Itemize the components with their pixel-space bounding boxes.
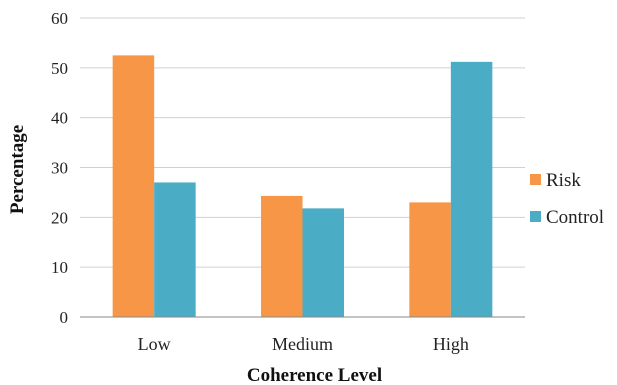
x-tick-label: High [433, 334, 469, 354]
bar-risk-high [409, 202, 451, 317]
y-axis-title: Percentage [7, 125, 28, 214]
y-tick-label: 50 [51, 59, 68, 78]
bar-control-medium [302, 208, 344, 317]
y-tick-label: 0 [60, 308, 69, 327]
y-tick-label: 20 [51, 208, 68, 227]
x-tick-label: Low [138, 334, 171, 354]
legend-label-risk: Risk [546, 170, 581, 191]
y-tick-label: 40 [51, 109, 68, 128]
bar-control-low [154, 182, 196, 317]
legend-label-control: Control [546, 207, 604, 228]
y-tick-label: 10 [51, 258, 68, 277]
y-tick-label: 30 [51, 159, 68, 178]
x-axis-title: Coherence Level [247, 365, 382, 385]
legend-swatch-control [530, 211, 541, 222]
bar-control-high [450, 61, 493, 317]
legend-swatch-risk [530, 174, 541, 185]
x-tick-label: Medium [272, 334, 333, 354]
bar-risk-low [112, 55, 155, 317]
y-axis-ticks: 0 10 20 30 40 50 60 [51, 9, 68, 327]
x-axis-ticks: Low Medium High [138, 334, 469, 354]
legend: Risk Control [530, 170, 604, 228]
y-tick-label: 60 [51, 9, 68, 28]
bar-risk-medium [261, 195, 303, 317]
bars [112, 55, 493, 317]
